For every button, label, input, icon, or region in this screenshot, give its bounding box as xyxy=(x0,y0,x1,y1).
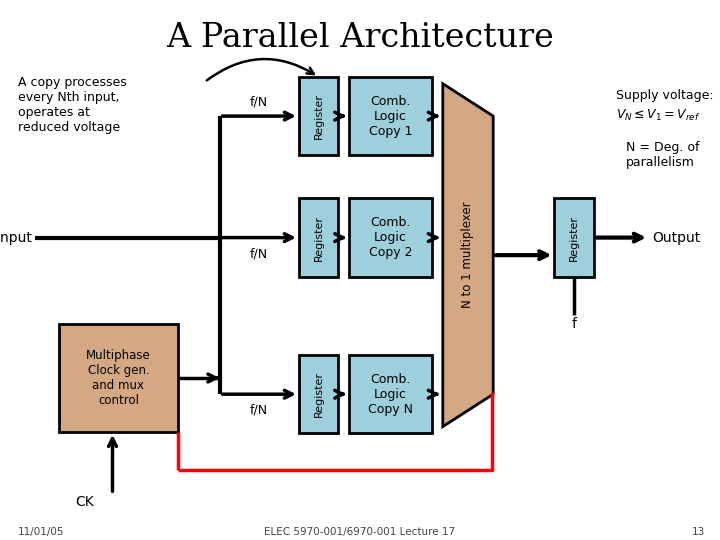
Text: Output: Output xyxy=(652,231,701,245)
Polygon shape xyxy=(443,84,493,427)
Bar xyxy=(299,198,338,276)
Text: Comb.
Logic
Copy 1: Comb. Logic Copy 1 xyxy=(369,94,413,138)
Text: Register: Register xyxy=(570,214,579,261)
Text: Comb.
Logic
Copy N: Comb. Logic Copy N xyxy=(368,373,413,416)
Bar xyxy=(299,355,338,433)
Bar xyxy=(349,198,432,276)
Text: A Parallel Architecture: A Parallel Architecture xyxy=(166,22,554,54)
Text: f/N: f/N xyxy=(250,247,269,260)
Text: N = Deg. of
parallelism: N = Deg. of parallelism xyxy=(626,141,699,169)
Bar xyxy=(349,355,432,433)
Text: 13: 13 xyxy=(692,527,705,537)
Text: ELEC 5970-001/6970-001 Lecture 17: ELEC 5970-001/6970-001 Lecture 17 xyxy=(264,527,456,537)
Text: Input: Input xyxy=(0,231,32,245)
Text: f/N: f/N xyxy=(250,404,269,417)
Text: Register: Register xyxy=(314,371,323,417)
Bar xyxy=(554,198,594,276)
Text: f: f xyxy=(572,317,577,330)
Text: Supply voltage:: Supply voltage: xyxy=(616,89,714,102)
Text: A copy processes
every Nth input,
operates at
reduced voltage: A copy processes every Nth input, operat… xyxy=(18,76,127,134)
Text: Register: Register xyxy=(314,214,323,261)
Text: Comb.
Logic
Copy 2: Comb. Logic Copy 2 xyxy=(369,216,413,259)
Text: CK: CK xyxy=(76,495,94,509)
Text: $V_N \leq V_1 = V_{ref}$: $V_N \leq V_1 = V_{ref}$ xyxy=(616,107,700,123)
Text: Multiphase
Clock gen.
and mux
control: Multiphase Clock gen. and mux control xyxy=(86,349,150,407)
Text: 11/01/05: 11/01/05 xyxy=(18,527,65,537)
Text: Register: Register xyxy=(314,93,323,139)
Bar xyxy=(59,324,178,432)
Text: f/N: f/N xyxy=(250,96,269,109)
Bar xyxy=(349,77,432,156)
Bar xyxy=(299,77,338,156)
Text: N to 1 multiplexer: N to 1 multiplexer xyxy=(462,202,474,308)
